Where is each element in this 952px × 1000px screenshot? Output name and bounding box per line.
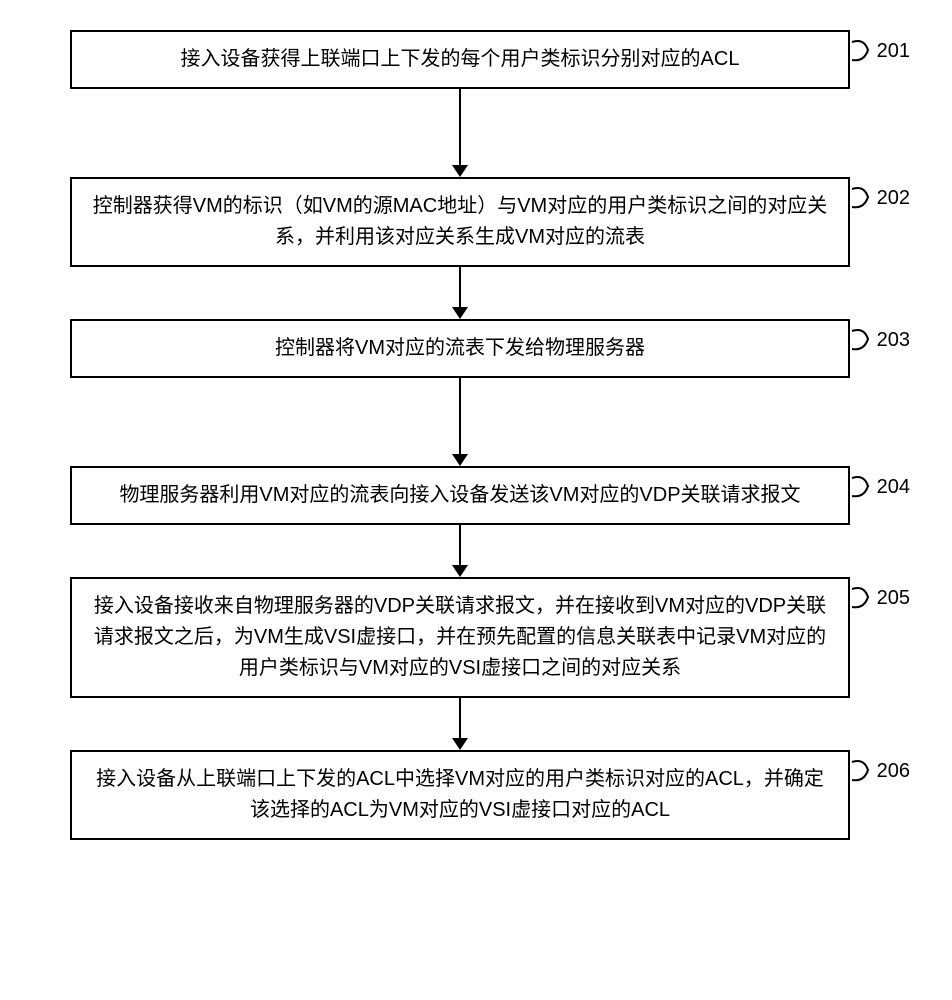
- step-label: 204: [877, 476, 910, 499]
- flowchart: 接入设备获得上联端口上下发的每个用户类标识分别对应的ACL201 控制器获得VM的…: [70, 30, 882, 840]
- step-text: 接入设备接收来自物理服务器的VDP关联请求报文，并在接收到VM对应的VDP关联请…: [92, 591, 828, 684]
- label-connector: [850, 474, 876, 500]
- step-text: 物理服务器利用VM对应的流表向接入设备发送该VM对应的VDP关联请求报文: [119, 480, 800, 511]
- arrow-container: [70, 267, 850, 319]
- flow-step-204: 物理服务器利用VM对应的流表向接入设备发送该VM对应的VDP关联请求报文204: [70, 466, 850, 525]
- arrow-down: [440, 378, 480, 466]
- step-label: 205: [877, 587, 910, 610]
- arrow-down: [440, 698, 480, 750]
- arrow-container: [70, 698, 850, 750]
- arrow-container: [70, 89, 850, 177]
- step-text: 接入设备从上联端口上下发的ACL中选择VM对应的用户类标识对应的ACL，并确定该…: [92, 764, 828, 826]
- flow-step-201: 接入设备获得上联端口上下发的每个用户类标识分别对应的ACL201: [70, 30, 850, 89]
- flow-step-205: 接入设备接收来自物理服务器的VDP关联请求报文，并在接收到VM对应的VDP关联请…: [70, 577, 850, 698]
- step-text: 控制器获得VM的标识（如VM的源MAC地址）与VM对应的用户类标识之间的对应关系…: [92, 191, 828, 253]
- arrow-down: [440, 525, 480, 577]
- step-label: 201: [877, 40, 910, 63]
- step-text: 接入设备获得上联端口上下发的每个用户类标识分别对应的ACL: [181, 44, 740, 75]
- arrow-container: [70, 525, 850, 577]
- arrow-down: [440, 267, 480, 319]
- label-connector: [850, 585, 876, 611]
- step-label: 202: [877, 187, 910, 210]
- flow-step-203: 控制器将VM对应的流表下发给物理服务器203: [70, 319, 850, 378]
- flow-step-206: 接入设备从上联端口上下发的ACL中选择VM对应的用户类标识对应的ACL，并确定该…: [70, 750, 850, 840]
- arrow-container: [70, 378, 850, 466]
- flow-step-202: 控制器获得VM的标识（如VM的源MAC地址）与VM对应的用户类标识之间的对应关系…: [70, 177, 850, 267]
- step-label: 203: [877, 329, 910, 352]
- label-connector: [850, 38, 876, 64]
- arrow-down: [440, 89, 480, 177]
- label-connector: [850, 185, 876, 211]
- label-connector: [850, 758, 876, 784]
- step-label: 206: [877, 760, 910, 783]
- label-connector: [850, 327, 876, 353]
- step-text: 控制器将VM对应的流表下发给物理服务器: [275, 333, 645, 364]
